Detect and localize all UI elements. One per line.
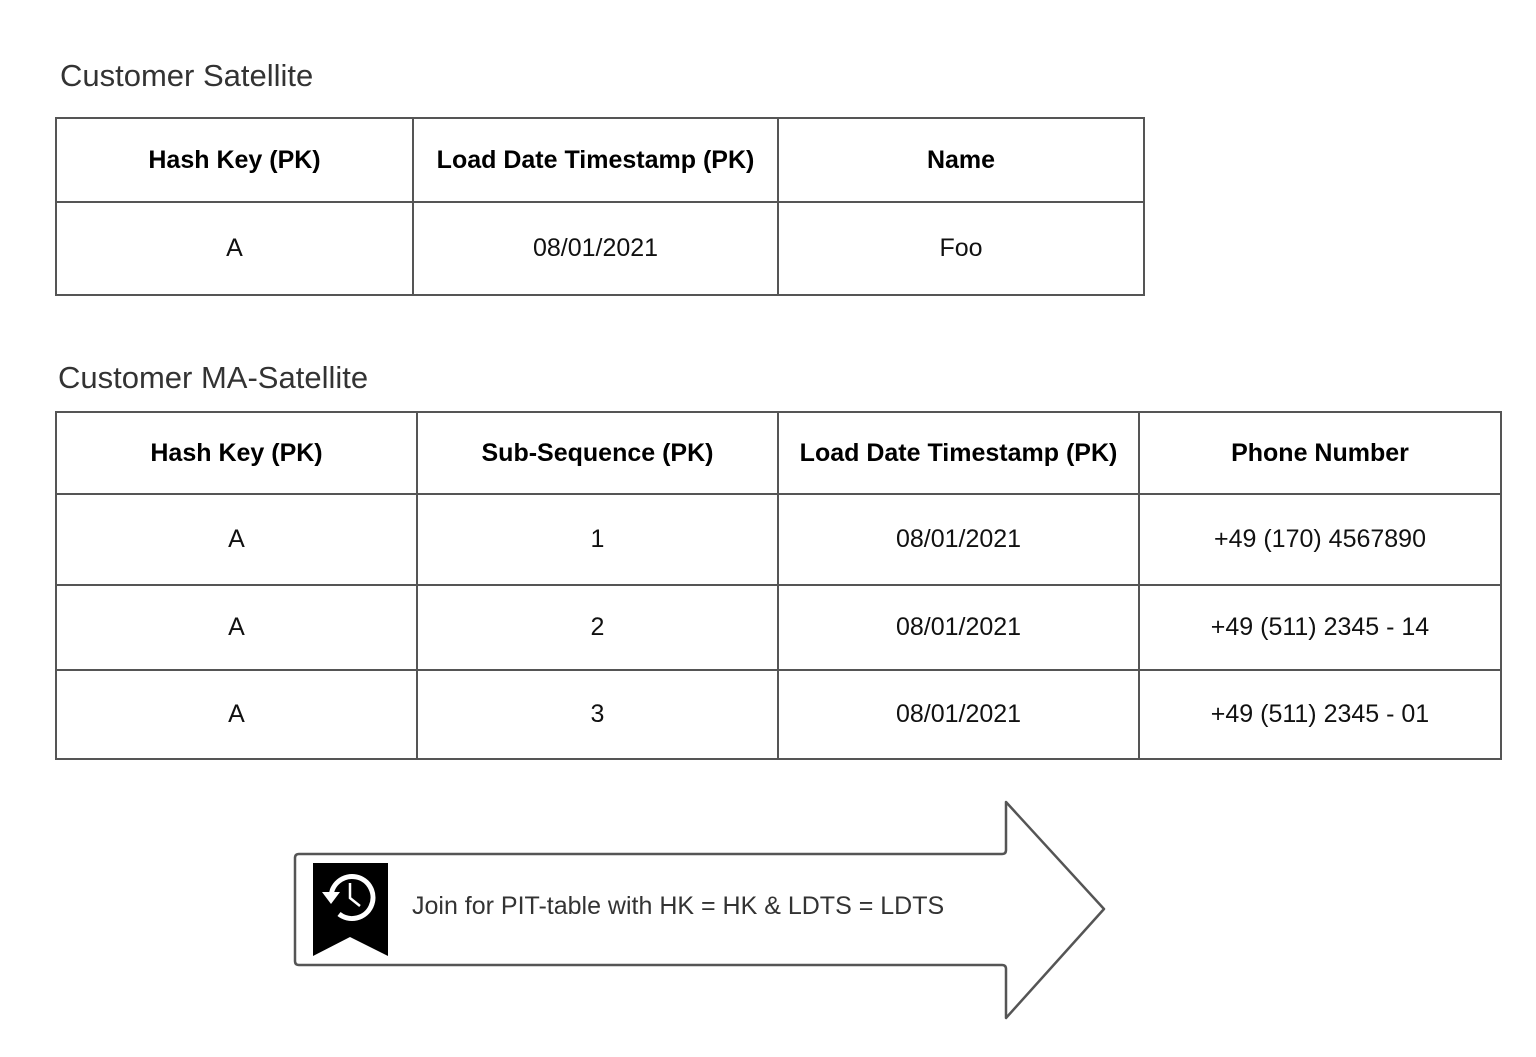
history-bookmark-icon <box>313 863 388 956</box>
cell: A <box>55 669 418 760</box>
cell: 08/01/2021 <box>777 584 1140 671</box>
header-cell: Sub-Sequence (PK) <box>416 411 779 495</box>
cell: +49 (170) 4567890 <box>1138 493 1502 586</box>
header-cell: Hash Key (PK) <box>55 411 418 495</box>
table-header-row: Hash Key (PK) Sub-Sequence (PK) Load Dat… <box>55 411 1502 495</box>
ma-satellite-table: Hash Key (PK) Sub-Sequence (PK) Load Dat… <box>55 411 1502 760</box>
satellite-title: Customer Satellite <box>60 58 314 93</box>
header-cell: Load Date Timestamp (PK) <box>777 411 1140 495</box>
cell: 08/01/2021 <box>777 493 1140 586</box>
header-cell: Name <box>777 117 1145 203</box>
table-row: A 1 08/01/2021 +49 (170) 4567890 <box>55 493 1502 586</box>
join-label: Join for PIT-table with HK = HK & LDTS =… <box>412 892 945 920</box>
header-cell: Phone Number <box>1138 411 1502 495</box>
header-cell: Load Date Timestamp (PK) <box>412 117 779 203</box>
ma-satellite-title: Customer MA-Satellite <box>58 360 369 395</box>
cell: 08/01/2021 <box>777 669 1140 760</box>
cell: +49 (511) 2345 - 01 <box>1138 669 1502 760</box>
table-row: A 2 08/01/2021 +49 (511) 2345 - 14 <box>55 584 1502 671</box>
table-header-row: Hash Key (PK) Load Date Timestamp (PK) N… <box>55 117 1145 203</box>
cell: A <box>55 584 418 671</box>
table-row: A 08/01/2021 Foo <box>55 201 1145 296</box>
header-cell: Hash Key (PK) <box>55 117 414 203</box>
cell: +49 (511) 2345 - 14 <box>1138 584 1502 671</box>
cell: Foo <box>777 201 1145 296</box>
cell: 08/01/2021 <box>412 201 779 296</box>
cell: 3 <box>416 669 779 760</box>
cell: A <box>55 201 414 296</box>
table-row: A 3 08/01/2021 +49 (511) 2345 - 01 <box>55 669 1502 760</box>
cell: 1 <box>416 493 779 586</box>
cell: 2 <box>416 584 779 671</box>
cell: A <box>55 493 418 586</box>
satellite-table: Hash Key (PK) Load Date Timestamp (PK) N… <box>55 117 1145 296</box>
